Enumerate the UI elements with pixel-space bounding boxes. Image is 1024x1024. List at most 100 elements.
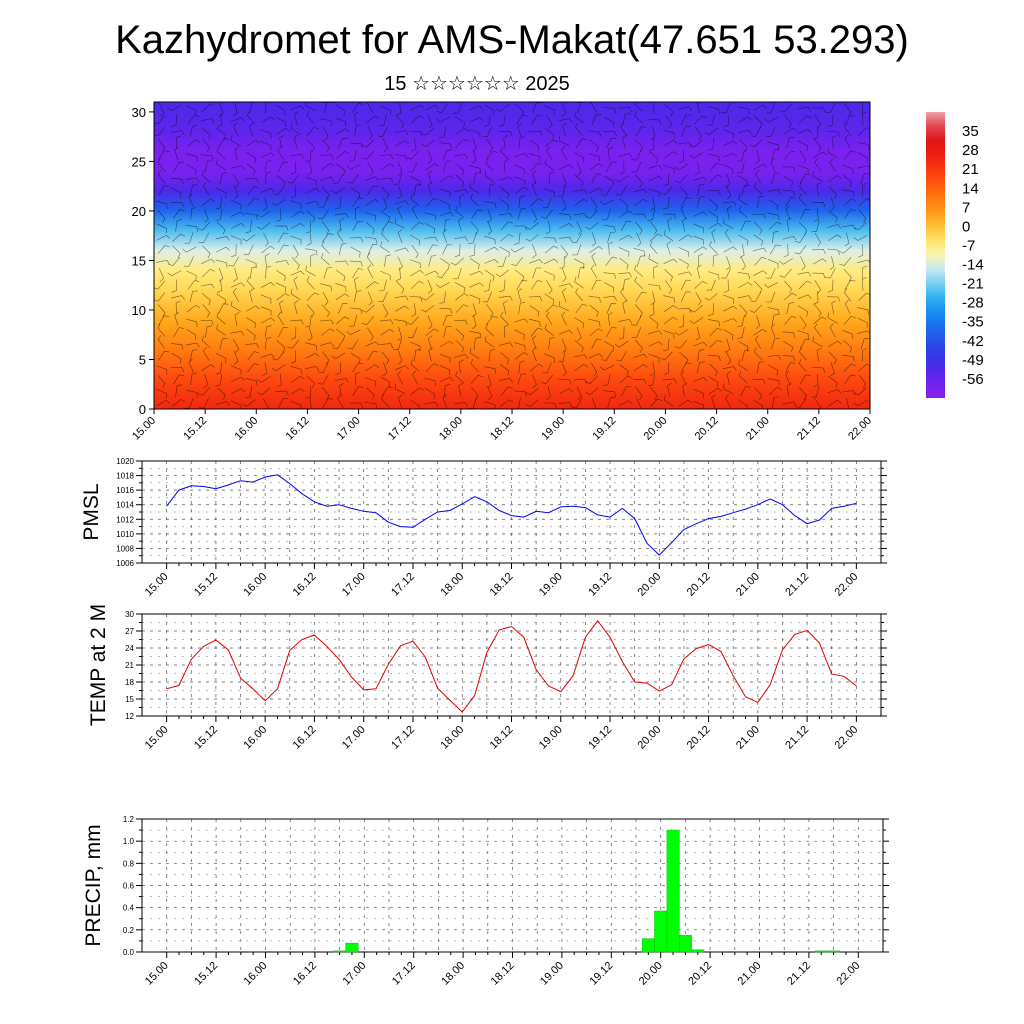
wind-barb: [839, 257, 852, 266]
wind-barb: [767, 141, 779, 150]
wind-barb: [334, 260, 349, 266]
wind-barb: [157, 158, 166, 172]
wind-barb: [264, 160, 272, 173]
wind-barb: [843, 315, 857, 325]
wind-barb: [367, 126, 373, 141]
y-tick-label: 30: [125, 610, 134, 619]
wind-barb: [381, 351, 390, 365]
wind-barb: [500, 221, 513, 231]
wind-barb: [723, 140, 738, 147]
wind-barb: [364, 402, 378, 409]
wind-barb: [601, 351, 613, 361]
wind-barb: [468, 232, 477, 244]
wind-barb: [634, 102, 644, 112]
wind-barb: [797, 164, 809, 174]
wind-barb: [767, 354, 782, 360]
wind-barb: [709, 339, 722, 349]
wind-barb: [857, 152, 868, 163]
wind-barb: [379, 343, 394, 349]
wind-barb: [454, 402, 468, 408]
wind-barb: [600, 365, 615, 371]
wind-barb: [394, 130, 409, 136]
wind-barb: [230, 330, 245, 336]
wind-barb: [561, 288, 567, 303]
wind-barb: [436, 282, 450, 288]
x-tick-label: 17.12: [389, 724, 417, 752]
wind-barb: [782, 331, 796, 338]
wind-barb: [367, 350, 379, 361]
wind-barb: [380, 210, 391, 223]
wind-barb: [768, 364, 779, 376]
wind-barb: [755, 315, 761, 330]
wind-barb: [591, 362, 598, 377]
x-tick-label: 15.00: [143, 571, 171, 599]
wind-barb: [532, 267, 542, 279]
wind-barb: [261, 245, 275, 254]
wind-barb: [590, 264, 598, 279]
wind-barb: [574, 198, 588, 206]
wind-barb: [798, 115, 812, 124]
wind-barb: [170, 295, 185, 300]
wind-barb: [338, 137, 348, 149]
wind-barb: [260, 188, 275, 193]
wind-barb: [827, 389, 842, 394]
wind-barb: [559, 388, 574, 395]
wind-barb: [678, 314, 685, 329]
wind-barb: [230, 117, 245, 122]
wind-barb: [532, 102, 542, 114]
wind-barb: [709, 363, 718, 377]
wind-barb: [678, 247, 689, 257]
wind-barb: [798, 193, 807, 207]
x-tick-label-upper: 20.00: [642, 415, 670, 443]
wind-barb: [257, 222, 271, 230]
wind-barb: [322, 233, 334, 243]
wind-barb: [831, 135, 837, 149]
y-tick-label: 1010: [116, 530, 134, 539]
wind-barb: [750, 126, 761, 137]
wind-barb: [232, 102, 238, 117]
wind-barb: [320, 176, 335, 182]
wind-barb: [454, 116, 465, 128]
wind-barb: [782, 401, 797, 407]
wind-barb: [577, 266, 586, 279]
x-tick-label: 15.12: [192, 724, 220, 752]
precip-chart: 0.0 0.2 0.4 0.6 0.8 1.0 1.2 15.00 15.12 16.00 16.1…: [82, 815, 889, 988]
x-tick-label-upper: 18.00: [437, 415, 465, 443]
wind-barb: [397, 350, 403, 365]
wind-barb: [378, 279, 387, 292]
wind-barb: [485, 323, 494, 337]
x-tick-label-upper: 17.12: [386, 415, 414, 443]
wind-barb: [394, 383, 406, 394]
precip-bar: [654, 910, 668, 953]
wind-barb: [635, 291, 647, 302]
wind-barb: [704, 293, 718, 301]
wind-barb: [797, 330, 809, 340]
wind-barb: [753, 347, 763, 361]
wind-barb: [635, 221, 643, 235]
wind-barb: [814, 398, 822, 409]
wind-barb: [257, 376, 271, 383]
wind-barb: [576, 220, 582, 235]
wind-barb: [725, 228, 732, 243]
wind-barb: [427, 114, 433, 129]
y-axis-label: PMSL: [80, 483, 103, 540]
x-tick-label: 21.00: [734, 724, 762, 752]
wind-barb: [277, 146, 284, 160]
wind-barb: [381, 229, 390, 243]
wind-barb: [306, 292, 320, 302]
wind-barb: [306, 276, 315, 290]
wind-barb: [590, 197, 598, 212]
wind-barb: [331, 352, 346, 360]
wind-barb: [202, 268, 215, 278]
wind-barb: [451, 257, 465, 266]
wind-barb: [410, 234, 421, 246]
wind-barb: [783, 244, 789, 258]
wind-barb: [305, 314, 312, 328]
y-tick-label: 1008: [116, 544, 134, 553]
wind-barb: [857, 317, 868, 328]
wind-barb: [695, 291, 702, 306]
wind-barb: [216, 293, 227, 305]
wind-barb: [393, 338, 402, 350]
colorbar-label: -14: [962, 257, 984, 274]
wind-barb: [484, 366, 497, 374]
